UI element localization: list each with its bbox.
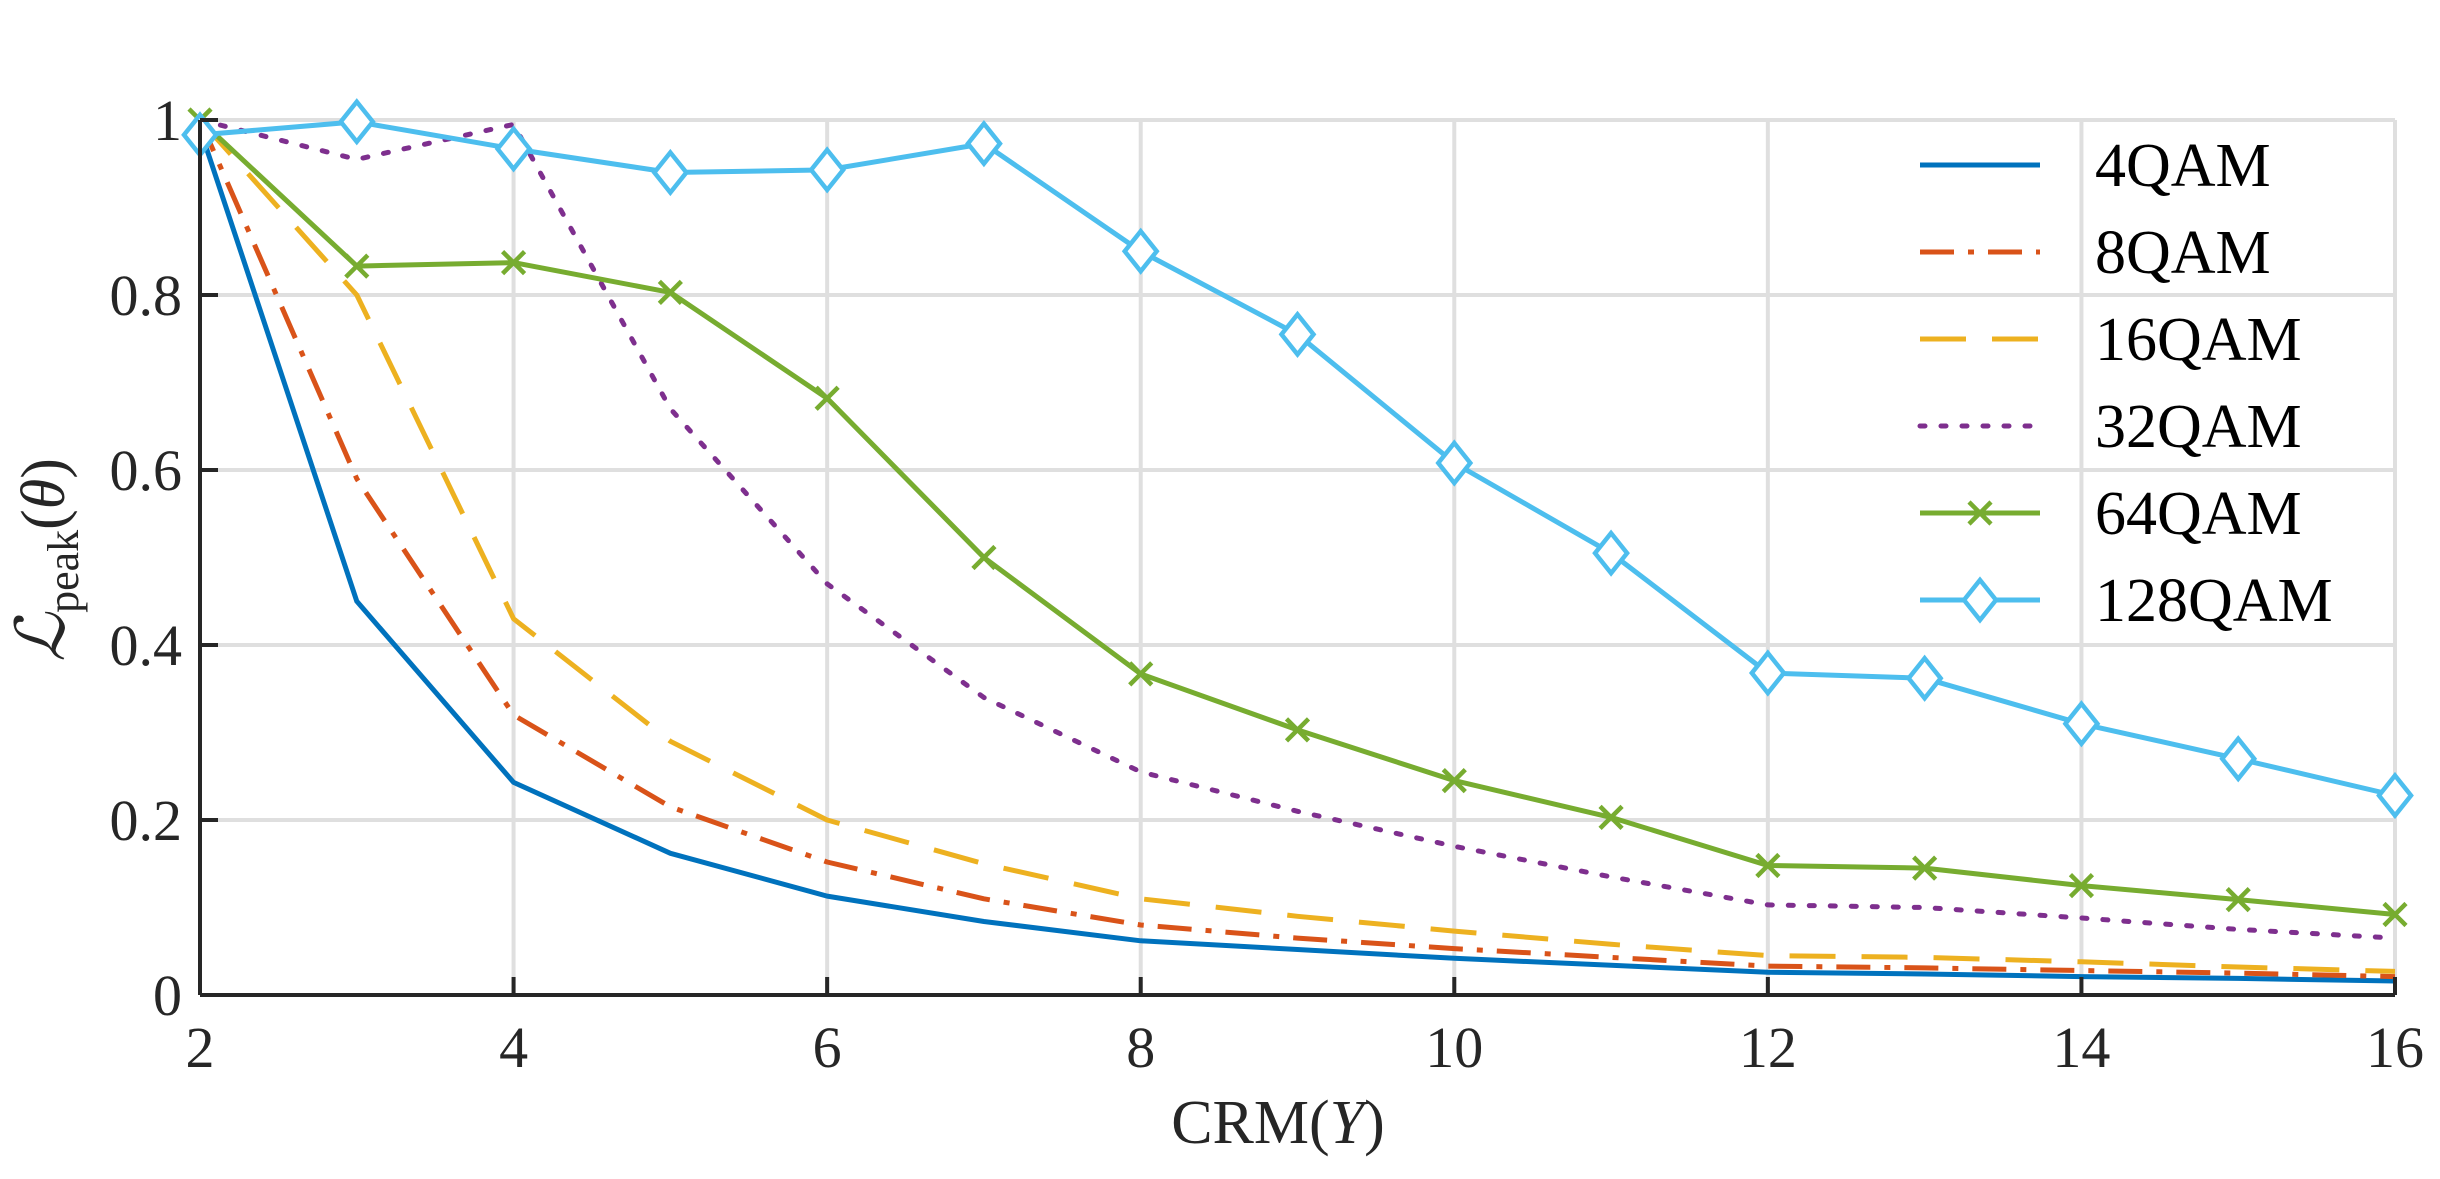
legend-item-32qam: 32QAM [1917, 393, 2302, 461]
data-point-128qam [1905, 654, 1944, 702]
data-point-64qam [1441, 768, 1467, 794]
data-point-64qam [814, 385, 840, 411]
legend-label: 8QAM [2095, 219, 2271, 287]
data-point-64qam [2382, 901, 2408, 928]
legend-label: 4QAM [2095, 132, 2271, 200]
x-tick-label: 2 [186, 1015, 215, 1080]
data-point-128qam [2219, 735, 2258, 783]
legend-label: 16QAM [2095, 306, 2302, 374]
data-point-128qam [965, 120, 1003, 168]
series-4qam [197, 128, 2396, 984]
legend-item-64qam: 64QAM [1920, 480, 2302, 548]
x-tick-label: 6 [813, 1015, 842, 1080]
y-tick-label: 0 [153, 963, 182, 1028]
data-point-64qam [1598, 804, 1624, 830]
x-tick-label: 12 [1739, 1015, 1797, 1080]
x-tick-label: 4 [499, 1015, 528, 1080]
data-point-64qam [971, 544, 997, 571]
legend-item-16qam: 16QAM [1920, 306, 2302, 374]
y-tick-label: 0.4 [110, 613, 183, 678]
data-point-128qam [494, 125, 533, 173]
y-tick-label: 1 [153, 88, 182, 153]
data-point-128qam [651, 148, 690, 197]
y-axis-label: ℒpeak(θ) [3, 458, 88, 662]
data-point-128qam [1592, 529, 1630, 577]
x-tick-label: 16 [2366, 1015, 2424, 1080]
tick-labels: 2 4 6 8 10 12 14 16 0 0.2 0.4 0.6 0.8 1 [110, 88, 2425, 1080]
data-point-64qam [2068, 873, 2095, 899]
grid-lines [198, 118, 2397, 997]
axes [198, 118, 2397, 997]
series-128qam [181, 98, 2414, 820]
series-group [181, 98, 2414, 984]
data-point-128qam [1278, 310, 1317, 358]
data-point-64qam [657, 279, 683, 305]
legend-item-8qam: 8QAM [1920, 219, 2271, 287]
data-point-128qam [1435, 439, 1474, 487]
series-line-32qam [197, 117, 2398, 941]
legend-marker [1961, 576, 1999, 624]
legend-marker [1967, 500, 1993, 526]
legend-label: 128QAM [2095, 567, 2333, 635]
series-8qam [197, 118, 2396, 980]
data-point-128qam [1121, 227, 1160, 275]
data-point-64qam [500, 250, 527, 276]
data-point-128qam [1748, 649, 1787, 697]
legend-item-4qam: 4QAM [1920, 132, 2271, 200]
legend-label: 32QAM [2095, 393, 2302, 461]
data-point-128qam [337, 98, 376, 146]
series-16qam [198, 118, 2396, 974]
legend-item-128qam: 128QAM [1920, 567, 2333, 635]
y-tick-label: 0.6 [110, 438, 183, 503]
data-point-64qam [1284, 717, 1311, 743]
series-32qam [197, 117, 2398, 941]
series-64qam [187, 107, 2408, 928]
data-point-64qam [1128, 661, 1154, 687]
data-point-128qam [2376, 771, 2414, 820]
data-point-64qam [2225, 887, 2251, 913]
y-tick-label: 0.2 [110, 788, 183, 853]
x-axis-label: CRM(Y) [1171, 1089, 1385, 1157]
data-point-128qam [2062, 700, 2101, 748]
data-point-64qam [344, 253, 370, 279]
legend: 4QAM 8QAM 16QAM 32QAM 64QAM 128QAM [1917, 132, 2333, 635]
legend-label: 64QAM [2095, 480, 2302, 548]
x-tick-label: 14 [2052, 1015, 2110, 1080]
series-line-16qam [198, 118, 2396, 974]
data-point-64qam [1912, 855, 1938, 881]
data-point-64qam [1755, 852, 1781, 879]
plot-area [200, 120, 2395, 995]
series-line-4qam [197, 128, 2396, 984]
y-tick-label: 0.8 [110, 263, 183, 328]
x-tick-label: 8 [1126, 1015, 1155, 1080]
x-tick-label: 10 [1425, 1015, 1483, 1080]
data-point-128qam [808, 146, 847, 194]
series-line-8qam [197, 118, 2396, 980]
